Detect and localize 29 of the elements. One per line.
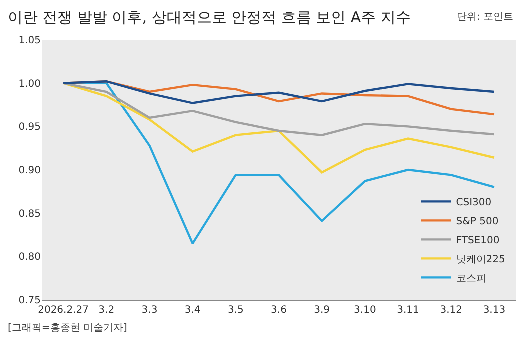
y-tick-label: 1.05 [18,36,41,46]
x-tick-label: 3.5 [228,305,244,316]
x-tick-label: 3.11 [397,305,420,316]
line-series [62,82,496,136]
legend-label: S&P 500 [456,216,499,228]
y-tick-label: 0.90 [18,166,41,176]
x-tick-label: 3.12 [440,305,462,316]
line-series [62,82,496,174]
y-tick-label: 0.80 [18,252,41,264]
legend-label: CSI300 [456,198,492,209]
x-tick-label: 2026.2.27 [38,305,90,316]
text: 단위: 포인트 [457,12,514,23]
x-tick-label: 3.10 [354,305,376,316]
x-tick-label: 3.6 [271,305,287,316]
x-tick-label: 3.3 [142,305,158,316]
x-tick-label: 3.13 [483,305,506,316]
line-series [62,80,496,104]
y-tick-label: 0.95 [18,122,41,134]
y-tick-label: 0.75 [18,296,41,306]
text: [그래픽=홍종현 미술기자] [8,323,128,334]
legend-label: 닛케이225 [456,254,506,266]
x-tick-label: 3.9 [314,305,330,316]
legend-label: FTSE100 [456,236,500,247]
x-tick-label: 3.2 [98,305,115,316]
x-tick-label: 3.4 [184,305,201,316]
chart-title: 이란 전쟁 발발 이후, 상대적으로 안정적 흐름 보인 A주 지수 [8,8,411,27]
y-tick-label: 0.85 [18,208,41,220]
legend-label: 코스피 [456,274,486,285]
y-tick-label: 1.00 [18,78,41,90]
